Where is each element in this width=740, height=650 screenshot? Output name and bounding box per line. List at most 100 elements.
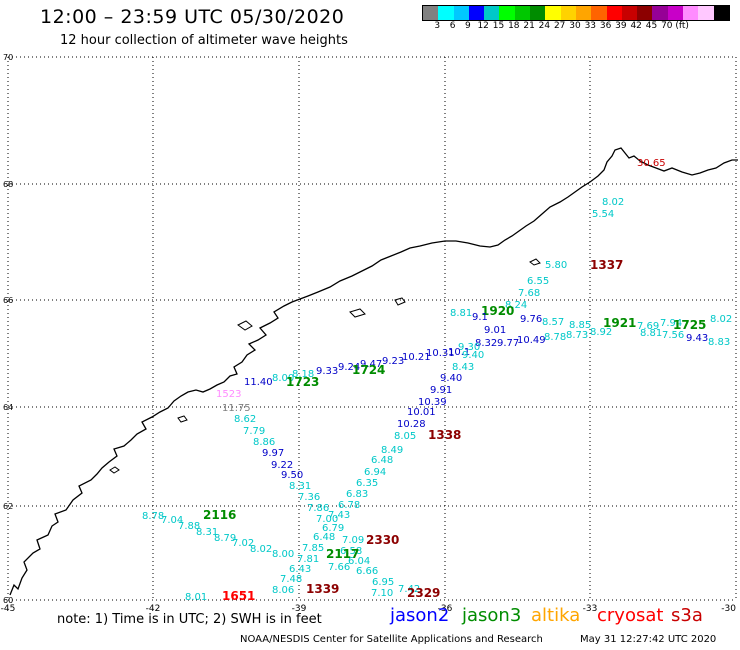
colorbar-tick-label: 45 xyxy=(645,21,658,31)
wave-height-value: 10.1 xyxy=(448,347,470,358)
wave-height-value: 1523 xyxy=(216,389,241,400)
wave-height-value: 6.55 xyxy=(527,276,549,287)
wave-height-value: 6.48 xyxy=(371,455,393,466)
wave-height-value: 7.88 xyxy=(178,521,200,532)
satellite-altika: altika xyxy=(531,605,581,626)
map-subtitle: 12 hour collection of altimeter wave hei… xyxy=(60,33,348,48)
colorbar-cell xyxy=(438,6,454,20)
credit-text: NOAA/NESDIS Center for Satellite Applica… xyxy=(240,634,543,645)
wave-height-value: 8.00 xyxy=(272,373,294,384)
colorbar-tick-label: (ft) xyxy=(675,21,689,31)
timestamp-text: May 31 12:27:42 UTC 2020 xyxy=(580,634,717,645)
wave-height-value: 9.23 xyxy=(382,356,404,367)
wave-height-value: 9.47 xyxy=(360,359,382,370)
wave-height-value: 9.01 xyxy=(484,325,506,336)
wave-height-value: 7.48 xyxy=(280,574,302,585)
wave-height-value: 8.18 xyxy=(292,369,314,380)
wave-height-value: 6.43 xyxy=(289,564,311,575)
wave-height-value: 10.28 xyxy=(397,419,426,430)
wave-height-value: 11.40 xyxy=(244,377,273,388)
pass-time-label: 1921 xyxy=(603,316,636,330)
pass-time-label: 1920 xyxy=(481,304,514,318)
wave-height-value: 10.01 xyxy=(407,407,436,418)
colorbar-cell xyxy=(484,6,500,20)
wave-height-value: 10.31 xyxy=(426,348,455,359)
colorbar-tick-label: 27 xyxy=(553,21,566,31)
wave-height-value: 7.66 xyxy=(328,562,350,573)
colorbar-tick-label: 21 xyxy=(523,21,535,31)
axis-labels: -45 -42 -39 -36 -33 -30 70 68 66 64 62 60 xyxy=(1,53,737,614)
wave-height-value: 7.43 xyxy=(328,510,350,521)
colorbar-tick-label: 33 xyxy=(584,21,597,31)
colorbar-tick-label: 15 xyxy=(492,21,505,31)
colorbar-tick-label: 30 xyxy=(569,21,581,31)
wave-height-value: 8.01 xyxy=(185,592,207,603)
latitude-label: 62 xyxy=(3,502,13,511)
wave-height-value: 8.49 xyxy=(381,445,403,456)
footer-note: note: 1) Time is in UTC; 2) SWH is in fe… xyxy=(57,612,322,627)
pass-time-label: 1725 xyxy=(673,318,706,332)
wave-height-value: 5.80 xyxy=(545,260,567,271)
longitude-label: -45 xyxy=(1,604,16,614)
wave-height-value: 11.75 xyxy=(222,403,251,414)
longitude-label: -33 xyxy=(583,604,598,614)
wave-height-value: 10.39 xyxy=(418,397,447,408)
wave-height-value: 7.10 xyxy=(371,588,393,599)
colorbar-tick-label: 70 xyxy=(661,21,673,31)
pass-time-label: 1651 xyxy=(222,589,255,603)
pass-time-label: 2330 xyxy=(366,533,399,547)
colorbar-tick-label: 3 xyxy=(434,21,441,31)
colorbar-tick-label: 12 xyxy=(477,21,489,31)
wave-height-value: 6.48 xyxy=(313,532,335,543)
wave-height-value: 8.24 xyxy=(505,300,527,311)
pass-time-label: 1339 xyxy=(306,582,339,596)
wave-height-value: 8.31 xyxy=(196,527,218,538)
pass-time-label: 2117 xyxy=(326,547,359,561)
wave-height-value: 9.33 xyxy=(316,366,338,377)
longitude-label: -36 xyxy=(438,604,453,614)
latitude-label: 68 xyxy=(3,180,13,189)
colorbar-tick-label: 9 xyxy=(465,21,471,31)
colorbar-cell xyxy=(606,6,622,20)
wave-height-value: 8.78 xyxy=(544,332,566,343)
wave-height-value: 8.06 xyxy=(272,585,294,596)
wave-height-value: 7.86 xyxy=(307,503,329,514)
colorbar-cell xyxy=(530,6,546,20)
wave-height-value: 8.85 xyxy=(569,320,591,331)
colorbar-tick-label: 24 xyxy=(538,21,551,31)
wave-height-value: 7.68 xyxy=(518,288,540,299)
wave-height-value: 7.02 xyxy=(232,538,254,549)
wave-height-value: 7.00 xyxy=(316,514,338,525)
wave-height-value: 6.94 xyxy=(364,467,386,478)
pass-time-label: 2329 xyxy=(407,586,440,600)
wave-height-value: 8.81 xyxy=(640,328,662,339)
wave-height-value: 6.79 xyxy=(322,523,344,534)
wave-height-value: 7.69 xyxy=(637,321,659,332)
wave-height-value: 8.57 xyxy=(542,317,564,328)
wave-height-value: 8.62 xyxy=(234,414,256,425)
wave-height-value: 8.86 xyxy=(253,437,275,448)
wave-height-value: 7.09 xyxy=(342,535,364,546)
colorbar-cell xyxy=(468,6,485,20)
wave-height-value: 8.73 xyxy=(566,330,588,341)
latitude-label: 60 xyxy=(3,596,13,605)
wave-height-value: 7.42 xyxy=(398,584,420,595)
colorbar-cell xyxy=(575,6,592,20)
colorbar-cell xyxy=(667,6,684,20)
longitude-label: -30 xyxy=(721,604,736,614)
colorbar-tick-label: 42 xyxy=(630,21,642,31)
satellite-jason2: jason2 xyxy=(390,605,450,626)
latitude-label: 66 xyxy=(3,296,13,305)
wave-height-value: 8.79 xyxy=(214,533,236,544)
pass-time-label: 1723 xyxy=(286,375,319,389)
colorbar-cell xyxy=(591,6,607,20)
wave-height-value: 8.83 xyxy=(708,337,730,348)
wave-height-value: 9.97 xyxy=(262,448,284,459)
wave-height-value: 6.83 xyxy=(346,489,368,500)
wave-height-value: 7.85 xyxy=(302,543,324,554)
wave-height-value: 10.21 xyxy=(402,352,431,363)
wave-height-value: 6.66 xyxy=(356,566,378,577)
wave-height-value: 8.32 xyxy=(475,338,497,349)
